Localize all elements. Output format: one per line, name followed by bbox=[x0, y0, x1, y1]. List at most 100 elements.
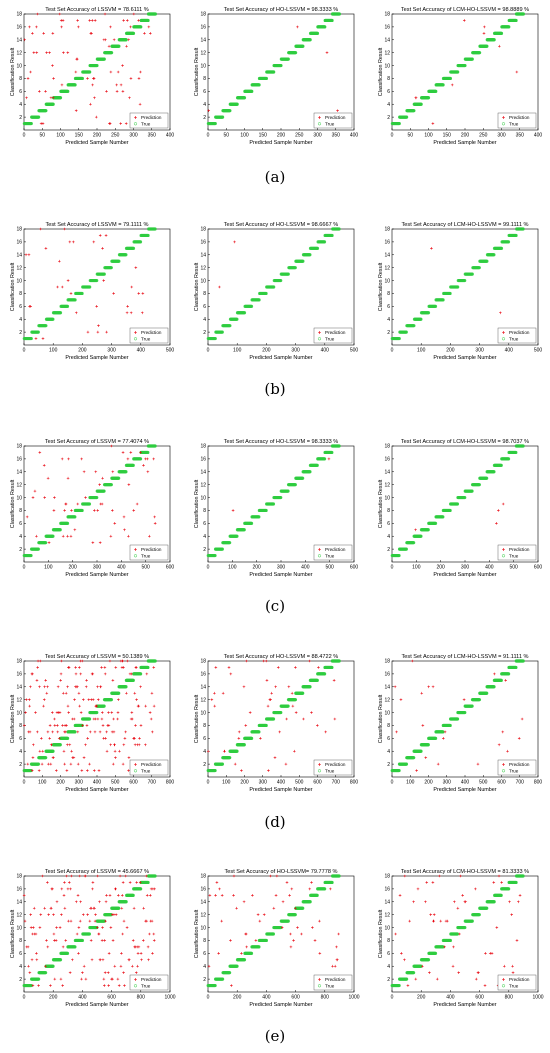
x-tick-label: 0 bbox=[391, 780, 394, 786]
prediction-point bbox=[45, 51, 48, 54]
y-tick-label: 12 bbox=[200, 697, 206, 703]
prediction-point bbox=[101, 503, 104, 506]
prediction-point bbox=[48, 541, 51, 544]
true-series bbox=[207, 227, 341, 340]
prediction-point bbox=[506, 750, 509, 753]
prediction-point bbox=[104, 737, 107, 740]
x-tick-label: 100 bbox=[56, 133, 65, 139]
true-point bbox=[331, 19, 334, 22]
prediction-point bbox=[245, 660, 248, 663]
true-point bbox=[478, 266, 481, 269]
x-tick-label: 300 bbox=[75, 780, 84, 786]
x-tick-label: 300 bbox=[475, 348, 484, 354]
x-tick-label: 0 bbox=[207, 348, 210, 354]
y-tick-label: 8 bbox=[203, 76, 206, 82]
prediction-point bbox=[124, 731, 127, 734]
x-tick-label: 1000 bbox=[164, 995, 175, 1001]
prediction-point bbox=[70, 763, 73, 766]
prediction-point bbox=[25, 253, 28, 256]
true-point bbox=[147, 19, 150, 22]
prediction-point bbox=[29, 685, 32, 688]
y-tick-label: 8 bbox=[19, 723, 22, 729]
prediction-point bbox=[499, 311, 502, 314]
prediction-point bbox=[47, 477, 50, 480]
true-point bbox=[59, 311, 62, 314]
true-point bbox=[287, 705, 290, 708]
prediction-point bbox=[121, 660, 124, 663]
prediction-point bbox=[25, 698, 28, 701]
true-point bbox=[485, 45, 488, 48]
x-tick-label: 300 bbox=[259, 780, 268, 786]
true-series bbox=[391, 659, 525, 772]
x-tick-label: 300 bbox=[497, 133, 506, 139]
x-axis-label: Predicted Sample Number bbox=[65, 572, 128, 578]
true-point bbox=[73, 730, 76, 733]
x-tick-label: 50 bbox=[39, 133, 45, 139]
y-tick-label: 4 bbox=[203, 317, 206, 323]
y-tick-label: 18 bbox=[384, 659, 390, 665]
prediction-point bbox=[137, 19, 140, 22]
prediction-point bbox=[104, 666, 107, 669]
true-point bbox=[412, 756, 415, 759]
prediction-point bbox=[113, 731, 116, 734]
true-point bbox=[73, 945, 76, 948]
prediction-point bbox=[80, 711, 83, 714]
y-tick-label: 6 bbox=[203, 736, 206, 742]
true-point bbox=[456, 70, 459, 73]
chart-panel-10: Test Set Accuracy of LSSVM = 50.1389 %Pr… bbox=[10, 654, 174, 793]
prediction-point bbox=[142, 464, 145, 467]
true-point bbox=[478, 698, 481, 701]
y-axis-label: Classification Result bbox=[10, 47, 16, 96]
prediction-point bbox=[87, 331, 90, 334]
prediction-point bbox=[134, 743, 137, 746]
prediction-point bbox=[127, 458, 130, 461]
true-series bbox=[207, 12, 341, 125]
prediction-point bbox=[130, 311, 133, 314]
chart-title: Test Set Accuracy of LCM-HO-LSSVM = 98.8… bbox=[401, 7, 529, 13]
prediction-point bbox=[51, 711, 54, 714]
prediction-point bbox=[238, 737, 241, 740]
prediction-point bbox=[333, 679, 336, 682]
true-series bbox=[391, 227, 525, 340]
x-tick-label: 350 bbox=[516, 133, 525, 139]
prediction-point bbox=[27, 763, 30, 766]
prediction-point bbox=[136, 503, 139, 506]
prediction-point bbox=[277, 666, 280, 669]
y-tick-label: 6 bbox=[19, 304, 22, 310]
prediction-point bbox=[122, 451, 125, 454]
y-tick-label: 4 bbox=[19, 534, 22, 540]
prediction-point bbox=[93, 769, 96, 772]
legend-label-prediction: Prediction bbox=[141, 115, 162, 120]
true-point bbox=[323, 25, 326, 28]
y-tick-label: 8 bbox=[387, 291, 390, 297]
x-tick-label: 600 bbox=[166, 565, 175, 571]
prediction-point bbox=[99, 731, 102, 734]
prediction-point bbox=[101, 718, 104, 721]
y-tick-label: 8 bbox=[19, 938, 22, 944]
x-tick-label: 400 bbox=[166, 133, 175, 139]
prediction-point bbox=[32, 496, 35, 499]
prediction-point bbox=[104, 38, 107, 41]
prediction-point bbox=[92, 541, 95, 544]
true-point bbox=[331, 234, 334, 237]
legend-label-true: True bbox=[325, 769, 335, 774]
y-axis-label: Classification Result bbox=[194, 694, 200, 743]
true-point bbox=[265, 77, 268, 80]
true-point bbox=[434, 737, 437, 740]
prediction-point bbox=[75, 71, 78, 74]
y-tick-label: 2 bbox=[19, 977, 22, 983]
prediction-point bbox=[47, 763, 50, 766]
y-tick-label: 8 bbox=[387, 76, 390, 82]
prediction-point bbox=[134, 724, 137, 727]
prediction-point bbox=[91, 19, 94, 22]
true-point bbox=[330, 451, 333, 454]
y-tick-label: 10 bbox=[16, 278, 22, 284]
prediction-point bbox=[118, 750, 121, 753]
true-point bbox=[51, 318, 54, 321]
true-point bbox=[522, 227, 525, 230]
prediction-point bbox=[139, 71, 142, 74]
prediction-point bbox=[28, 253, 31, 256]
prediction-point bbox=[278, 731, 281, 734]
true-point bbox=[294, 51, 297, 54]
prediction-point bbox=[74, 666, 77, 669]
